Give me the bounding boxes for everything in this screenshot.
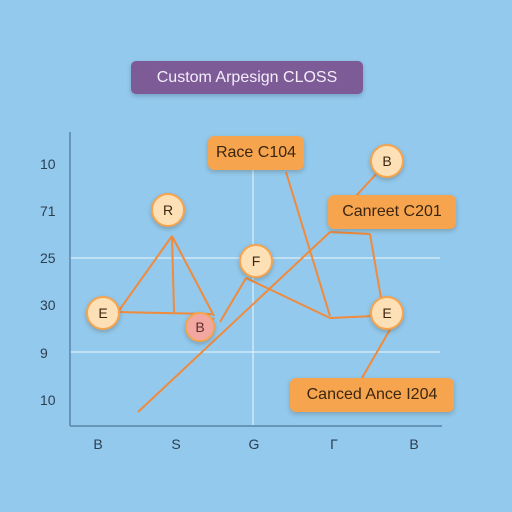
y-tick-label: 10 (40, 392, 56, 408)
node-e-left: E (86, 296, 120, 330)
edge-long-diagonal (137, 231, 331, 413)
node-b-top: B (370, 144, 404, 178)
x-tick-label: S (171, 436, 181, 452)
y-tick-label: 25 (40, 250, 56, 266)
edge-f-mid (245, 277, 331, 319)
edge-canreet-b (355, 171, 379, 197)
callout-canreet: Canreet C201 (328, 195, 456, 229)
edge-diagonal-cap (329, 231, 371, 235)
node-e-right: E (370, 296, 404, 330)
y-tick-label: 10 (40, 156, 56, 172)
y-tick-label: 9 (40, 345, 48, 361)
x-tick-label: G (248, 436, 260, 452)
y-tick-label: 71 (40, 203, 56, 219)
edge-r-e (117, 235, 173, 313)
edge-r-b (171, 235, 215, 317)
node-r: R (151, 193, 185, 227)
x-tick-label: B (409, 436, 419, 452)
x-tick-label: B (93, 436, 103, 452)
edge-b-f (219, 277, 247, 323)
edge-mid-e (329, 315, 375, 319)
edge-r-center (171, 235, 175, 313)
diagram-title: Custom Arpesign CLOSS (131, 61, 363, 94)
edge-e-canced (361, 325, 393, 379)
callout-race: Race C104 (208, 136, 304, 170)
edge-canreet-e (369, 233, 383, 305)
callout-canced: Canced Ance I204 (290, 378, 454, 412)
edges (117, 171, 393, 413)
node-b-pink: B (185, 312, 215, 342)
edge-race-mid (285, 171, 331, 317)
y-tick-label: 30 (40, 297, 56, 313)
x-tick-label: Γ (330, 436, 338, 452)
node-f: F (239, 244, 273, 278)
axes (69, 132, 442, 427)
